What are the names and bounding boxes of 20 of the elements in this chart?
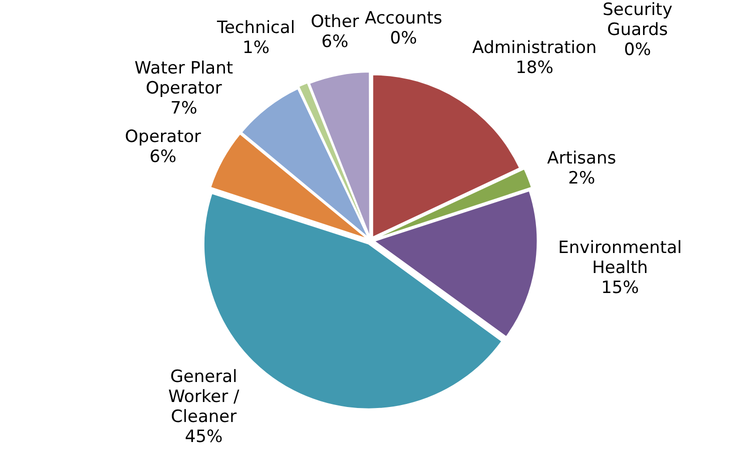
text: 0% — [624, 40, 651, 60]
text: 0% — [390, 28, 417, 48]
data-label: 18% — [516, 58, 554, 78]
slice-label: Artisans — [547, 148, 616, 168]
data-label: 1% — [242, 38, 270, 58]
slice-label: Water Plant Operator — [134, 58, 234, 98]
slice-label: Other — [310, 12, 360, 32]
data-label: 2% — [568, 168, 596, 188]
slice-label: Administration — [472, 38, 597, 58]
data-label: 45% — [184, 426, 223, 447]
slice-label: Operator — [124, 126, 202, 147]
data-label: 7% — [170, 98, 198, 118]
category-label: Security Guards — [602, 0, 672, 40]
category-label: Accounts — [364, 8, 442, 28]
slice-label: Environmental Health — [558, 238, 682, 278]
slice-label: Technical — [216, 18, 296, 38]
slice-label: General Worker / Cleaner — [168, 366, 240, 427]
data-label: 6% — [321, 32, 348, 52]
data-label: 6% — [149, 146, 176, 167]
data-label: 15% — [601, 278, 639, 298]
